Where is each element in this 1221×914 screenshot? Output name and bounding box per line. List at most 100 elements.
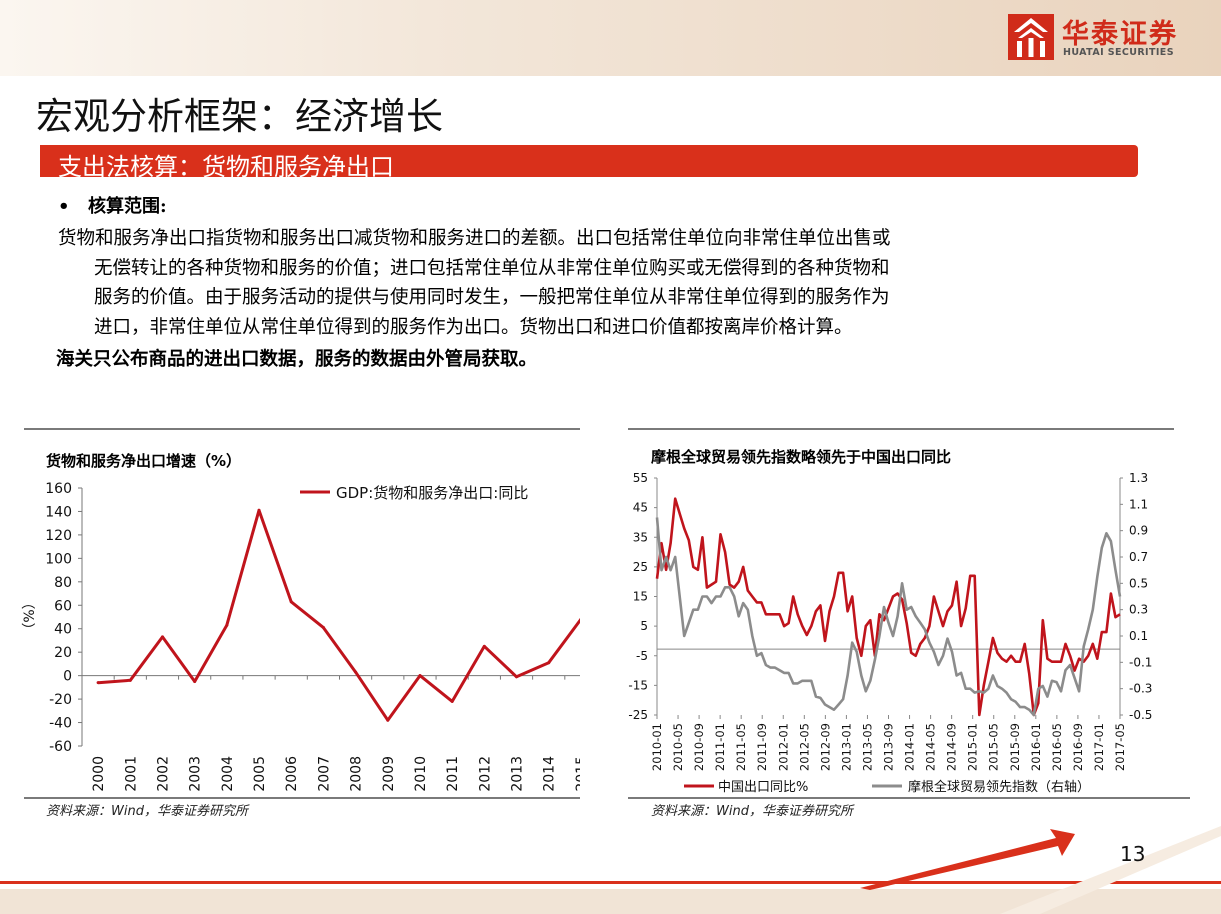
right-tick-label: -0.3 [1129,682,1152,696]
right-tick-label: 1.1 [1129,497,1148,511]
y-tick-label: 160 [45,481,72,497]
x-tick-label: 2010-05 [671,723,685,771]
x-tick-label: 2008 [349,756,365,792]
x-tick-label: 2005 [252,756,268,792]
x-tick-label: 2011-09 [755,723,769,771]
data-point [450,699,454,703]
bullet-heading-text: 核算范围: [88,196,167,217]
y-tick-label: 60 [54,598,72,614]
y-axis-label: （%） [22,595,38,636]
x-tick-label: 2016-05 [1050,723,1064,771]
right-tick-label: -0.5 [1129,708,1152,722]
chart1-title: 货物和服务净出口增速（%） [46,452,242,470]
x-tick-label: 2012-01 [776,723,790,771]
y-tick-label: 20 [54,645,72,661]
body-paragraph: 货物和服务净出口指货物和服务出口减货物和服务进口的差额。出口包括常住单位向非常住… [58,224,1138,342]
x-tick-label: 2002 [155,756,171,792]
data-point [160,635,164,639]
huatai-logo-icon [1008,14,1054,60]
left-tick-label: 55 [633,471,648,485]
data-point [128,678,132,682]
y-tick-label: 140 [45,504,72,520]
chart2-bottom-rule [628,797,1190,799]
left-tick-label: 45 [633,501,648,515]
data-point [289,600,293,604]
x-tick-label: 2012-09 [818,723,832,771]
left-tick-label: 25 [633,560,648,574]
x-tick-label: 2009 [381,756,397,792]
chart1-top-rule [24,428,580,430]
x-tick-label: 2012 [477,756,493,792]
x-tick-label: 2001 [123,756,139,792]
bullet-icon: • [58,196,70,217]
x-tick-label: 2010-09 [692,723,706,771]
x-tick-label: 2014 [542,756,558,792]
data-point [257,508,261,512]
section-title: 支出法核算：货物和服务净出口 [58,153,394,181]
footer-decoration [0,826,1221,914]
data-point [321,626,325,630]
chart2: -25 -15 -5 5 15 25 35 45 55 -0.5 -0.3 -0.1 0.1 0.3 0.5… [628,471,1152,795]
x-tick-label: 2013-05 [860,723,874,771]
data-point [386,718,390,722]
left-tick-label: 15 [633,590,648,604]
x-tick-label: 2003 [188,756,204,792]
series-line-net-exports [97,508,580,722]
y-tick-label: 100 [45,551,72,567]
left-tick-label: 35 [633,530,648,544]
x-tick-label: 2010-01 [650,723,664,771]
x-tick-label: 2015-05 [987,723,1001,771]
right-tick-label: 0.3 [1129,603,1148,617]
x-tick-label: 2015 [574,756,580,792]
data-point [193,680,197,683]
right-tick-label: 0.1 [1129,629,1148,643]
left-tick-label: 5 [640,619,648,633]
x-tick-label: 2017-05 [1113,723,1127,771]
left-tick-label: -25 [628,708,648,722]
chart2-title: 摩根全球贸易领先指数略领先于中国出口同比 [651,448,952,466]
page-number: 13 [1120,842,1146,866]
data-point [515,675,519,679]
x-tick-label: 2006 [284,756,300,792]
logo-text-en: HUATAI SECURITIES [1063,47,1174,58]
x-tick-label: 2015-01 [966,723,980,771]
y-tick-label: 0 [63,669,72,685]
x-tick-label: 2007 [316,756,332,792]
page-title: 宏观分析框架：经济增长 [36,95,443,138]
data-point [96,681,100,685]
x-tick-label: 2012-05 [797,723,811,771]
x-tick-label: 2017-01 [1092,723,1106,771]
x-tick-label: 2016-09 [1071,723,1085,771]
data-point [547,661,551,665]
x-tick-label: 2011 [445,756,461,792]
left-tick-label: -5 [636,649,648,663]
data-point [482,644,486,648]
bullet-heading: • 核算范围: [58,192,167,218]
chart1: -60 -40 -20 0 20 40 60 80 100 120 140 160 2000 2001 20… [22,481,580,792]
body-line: 无偿转让的各种货物和服务的价值；进口包括常住单位从非常住单位购买或无偿得到的各种… [94,257,890,279]
x-tick-label: 2014-09 [945,723,959,771]
y-tick-label: -20 [49,692,72,708]
y-tick-label: -60 [49,739,72,755]
right-tick-label: 0.9 [1129,524,1148,538]
x-tick-label: 2011-05 [734,723,748,771]
right-tick-label: -0.1 [1129,655,1152,669]
series-line-jpm-trade-index [655,517,1122,717]
x-tick-label: 2010 [413,756,429,792]
right-tick-label: 0.5 [1129,576,1148,590]
x-tick-label: 2004 [220,756,236,792]
y-tick-label: -40 [49,716,72,732]
y-tick-label: 120 [45,528,72,544]
x-tick-label: 2011-01 [713,723,727,771]
chart1-source: 资料来源：Wind，华泰证券研究所 [46,804,248,819]
x-tick-label: 2015-09 [1008,723,1022,771]
x-tick-label: 2014-01 [903,723,917,771]
chart2-top-rule [628,428,1174,430]
chart2-source: 资料来源：Wind，华泰证券研究所 [651,804,853,819]
x-tick-label: 2014-05 [924,723,938,771]
logo-text-cn: 华泰证券 [1062,19,1178,50]
x-tick-label: 2016-01 [1029,723,1043,771]
x-tick-label: 2013-01 [839,723,853,771]
body-line: 服务的价值。由于服务活动的提供与使用同时发生，一般把常住单位从非常住单位得到的服… [94,287,890,308]
left-tick-label: -15 [628,678,648,692]
